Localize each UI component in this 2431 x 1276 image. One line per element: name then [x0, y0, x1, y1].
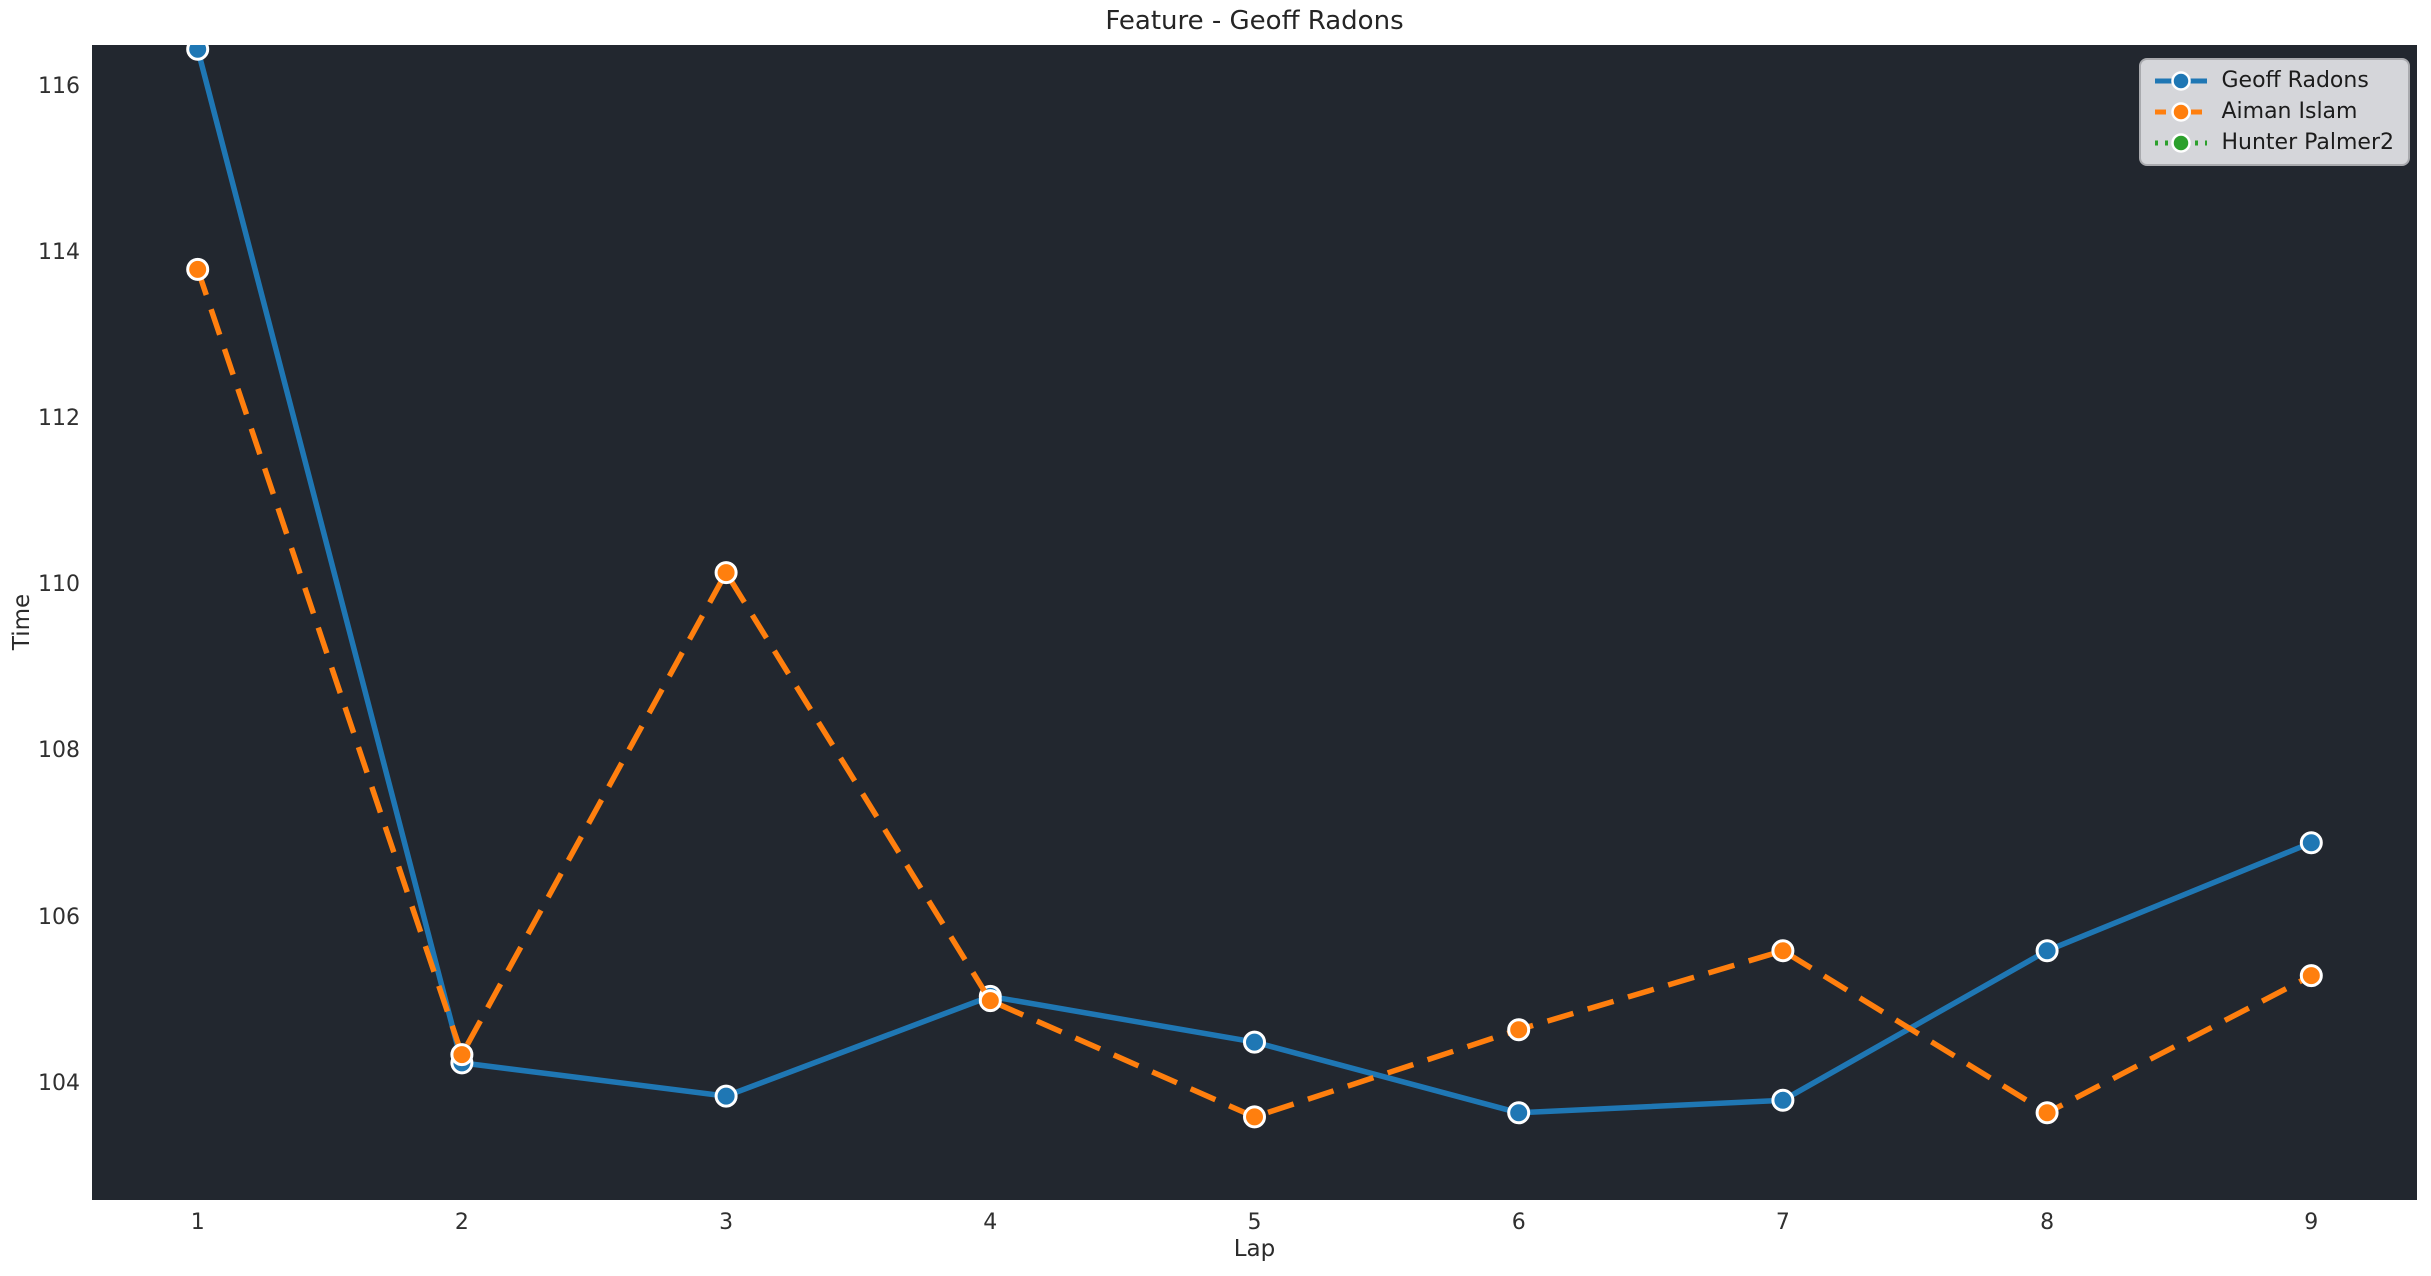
legend-label: Hunter Palmer2 — [2221, 130, 2394, 155]
data-point-marker — [450, 1043, 474, 1067]
data-point-marker — [1771, 1088, 1795, 1112]
legend-item-hunter-palmer2: Hunter Palmer2 — [2153, 130, 2394, 156]
data-point-marker — [1507, 1018, 1531, 1042]
x-tick-label: 5 — [1247, 1210, 1262, 1235]
y-tick-label: 116 — [38, 73, 80, 99]
y-tick-label: 106 — [38, 904, 80, 930]
legend-label: Aiman Islam — [2221, 99, 2358, 124]
data-point-marker — [2035, 939, 2059, 963]
data-point-marker — [2299, 831, 2323, 855]
x-tick-label: 3 — [719, 1210, 734, 1235]
y-tick-label: 110 — [38, 572, 80, 598]
data-point-marker — [978, 989, 1002, 1013]
y-tick-label: 112 — [38, 405, 80, 431]
plot-canvas — [186, 45, 2323, 1129]
series-line — [195, 268, 2313, 1120]
x-tick-label: 6 — [1511, 1210, 1526, 1235]
legend-item-aiman-islam: Aiman Islam — [2153, 99, 2394, 125]
legend-label: Geoff Radons — [2221, 68, 2369, 93]
plot-area: Geoff Radons Aiman Islam Hunter Palmer2 — [92, 45, 2417, 1200]
x-tick-label: 1 — [190, 1210, 205, 1235]
data-point-marker — [2035, 1101, 2059, 1125]
x-tick-label: 8 — [2040, 1210, 2055, 1235]
x-tick-label: 2 — [454, 1210, 469, 1235]
x-tick-label: 9 — [2304, 1210, 2319, 1235]
x-tick-label: 4 — [983, 1210, 998, 1235]
data-point-marker — [186, 257, 210, 281]
x-axis-label: Lap — [1233, 1236, 1276, 1262]
legend-swatch-solid-line-icon — [2153, 69, 2209, 93]
data-point-marker — [1771, 939, 1795, 963]
data-point-marker — [2299, 964, 2323, 988]
x-tick-label: 7 — [1775, 1210, 1790, 1235]
legend-swatch-dashed-line-icon — [2153, 100, 2209, 124]
series-geoff-radons — [186, 45, 2323, 1125]
y-tick-label: 114 — [38, 239, 80, 265]
series-aiman-islam — [186, 257, 2323, 1129]
y-tick-label: 104 — [38, 1070, 80, 1096]
data-point-marker — [1243, 1030, 1266, 1054]
data-point-marker — [186, 45, 210, 61]
data-point-marker — [714, 1084, 738, 1108]
chart-title: Feature - Geoff Radons — [1105, 6, 1404, 36]
y-tick-label: 108 — [38, 738, 80, 764]
data-point-marker — [1507, 1101, 1531, 1125]
data-point-marker — [1243, 1105, 1266, 1129]
y-axis-label: Time — [9, 593, 35, 651]
legend-swatch-dotted-line-icon — [2153, 131, 2209, 155]
data-point-marker — [714, 561, 738, 585]
legend-item-geoff-radons: Geoff Radons — [2153, 68, 2394, 94]
legend: Geoff Radons Aiman Islam Hunter Palmer2 — [2139, 58, 2410, 166]
